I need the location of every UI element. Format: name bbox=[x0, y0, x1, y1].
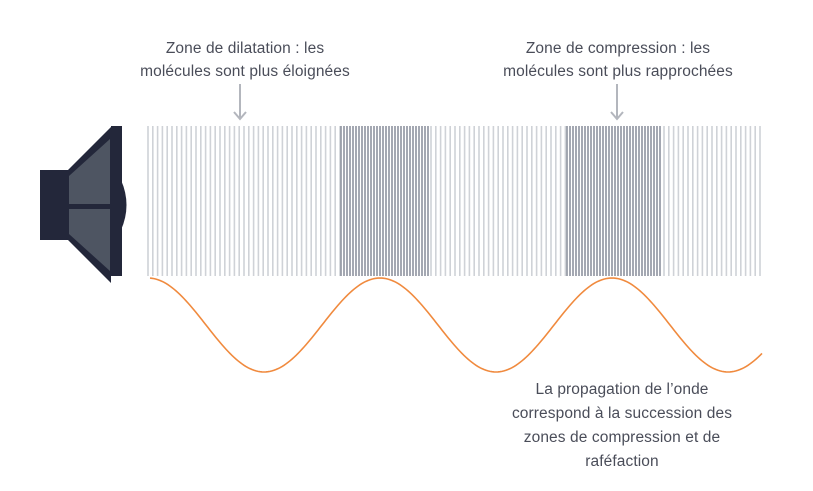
loudspeaker-icon bbox=[40, 126, 127, 283]
compression-zone-label: Zone de compression : les molécules sont… bbox=[503, 40, 733, 80]
dilatation-arrow bbox=[233, 84, 247, 121]
pressure-wave-curve bbox=[149, 277, 763, 373]
compression-arrow bbox=[610, 84, 624, 121]
dilatation-zone-label: Zone de dilatation : les molécules sont … bbox=[140, 40, 350, 80]
propagation-caption: La propagation de l’onde correspond à la… bbox=[511, 381, 733, 470]
molecule-lines bbox=[147, 126, 761, 276]
